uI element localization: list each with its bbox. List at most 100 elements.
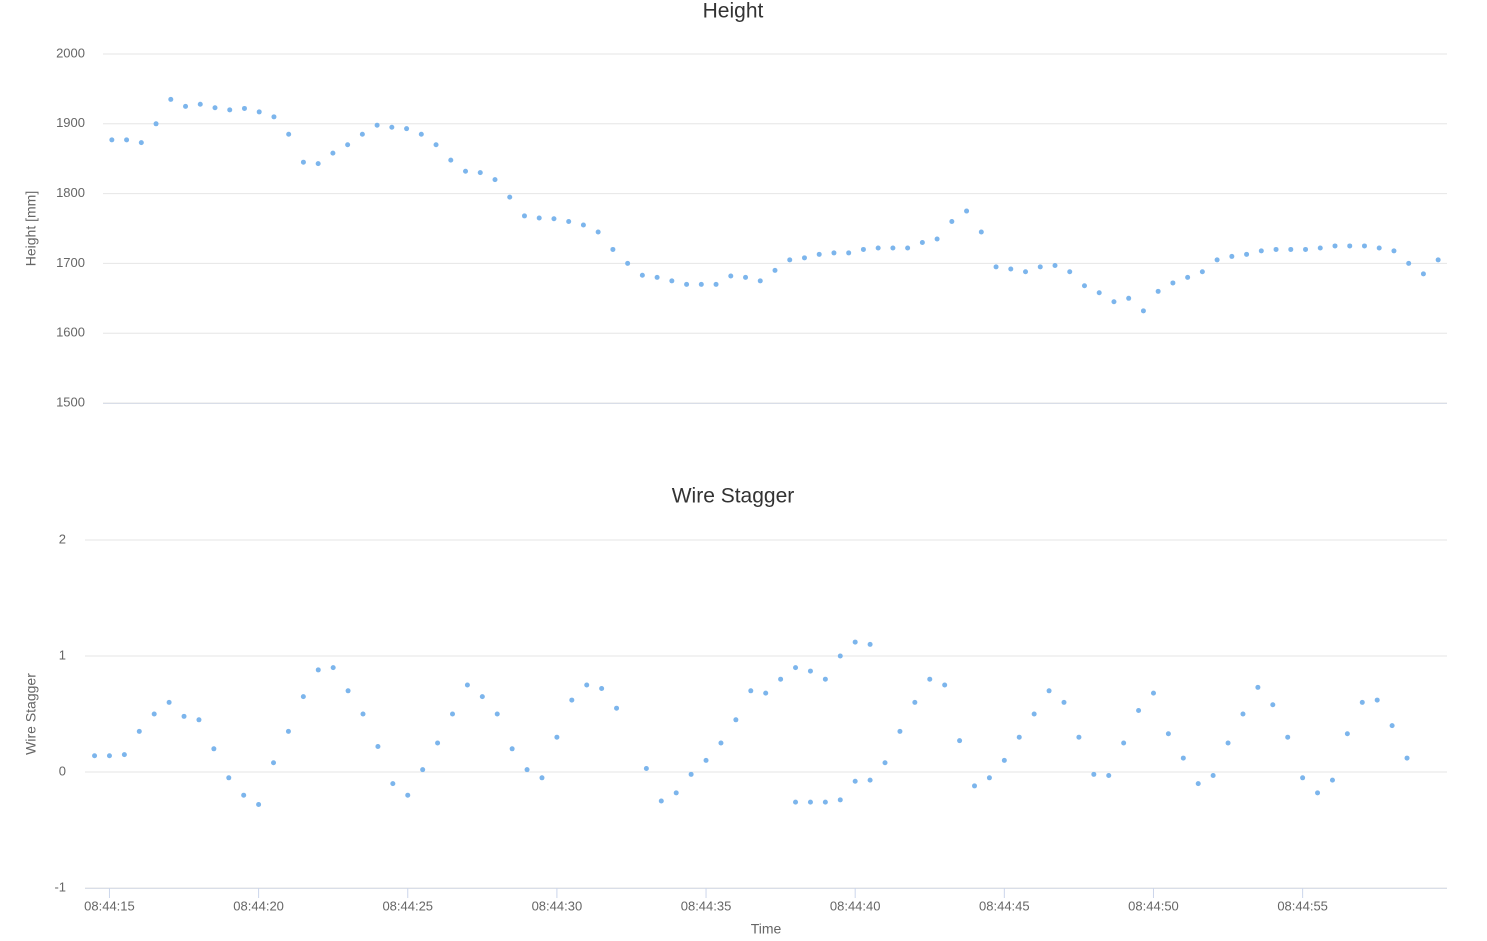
point (1081, 283, 1087, 289)
chart-title: Height (703, 0, 764, 23)
point (1106, 772, 1112, 778)
point (897, 728, 903, 734)
point (787, 257, 793, 263)
point (1037, 264, 1043, 270)
point (1273, 246, 1279, 252)
point (315, 161, 321, 167)
point (271, 760, 277, 766)
x-tick-label: 08:44:15 (84, 898, 135, 913)
point (1185, 274, 1191, 280)
y-axis-title: Height [mm] (23, 191, 39, 266)
point (551, 216, 557, 222)
point (92, 753, 98, 759)
y-tick-label: -1 (54, 879, 66, 894)
point (688, 771, 694, 777)
point (136, 728, 142, 734)
point (479, 694, 485, 700)
point (227, 107, 233, 113)
point (1052, 262, 1058, 268)
point (793, 665, 799, 671)
point (1016, 734, 1022, 740)
point (1285, 734, 1291, 740)
point (211, 746, 217, 752)
point (772, 267, 778, 273)
point (1199, 269, 1205, 275)
point (345, 142, 351, 148)
point (1140, 308, 1146, 314)
point (1361, 243, 1367, 249)
point (374, 122, 380, 128)
point (1332, 243, 1338, 249)
point (1303, 246, 1309, 252)
point (919, 239, 925, 245)
point (1376, 245, 1382, 251)
point (404, 126, 410, 132)
point (121, 752, 127, 758)
point (703, 757, 709, 763)
point (1111, 299, 1117, 305)
point (1180, 755, 1186, 761)
point (1126, 295, 1132, 301)
point (390, 781, 396, 787)
point (867, 641, 873, 647)
point (1406, 260, 1412, 266)
point (610, 246, 616, 252)
point (748, 688, 754, 694)
point (449, 711, 455, 717)
point (524, 767, 530, 773)
point (912, 699, 918, 705)
y-tick-label: 0 (59, 763, 66, 778)
point (151, 711, 157, 717)
point (599, 685, 605, 691)
point (1195, 781, 1201, 787)
y-tick-label: 2000 (56, 45, 85, 60)
point (375, 743, 381, 749)
y-tick-label: 2 (59, 531, 66, 546)
point (1210, 772, 1216, 778)
point (330, 665, 336, 671)
point (1288, 246, 1294, 252)
point (448, 157, 454, 163)
point (1344, 731, 1350, 737)
point (942, 682, 948, 688)
point (757, 278, 763, 284)
point (728, 273, 734, 279)
point (1121, 740, 1127, 746)
y-tick-label: 1700 (56, 255, 85, 270)
point (241, 105, 247, 111)
point (1347, 243, 1353, 249)
point (521, 213, 527, 219)
point (1031, 711, 1037, 717)
point (1359, 699, 1365, 705)
point (837, 653, 843, 659)
point (389, 124, 395, 130)
point (1404, 755, 1410, 761)
point (1061, 699, 1067, 705)
point (300, 694, 306, 700)
point (875, 245, 881, 251)
point (1136, 708, 1142, 714)
point (477, 170, 483, 176)
point (1150, 690, 1156, 696)
x-tick-label: 08:44:35 (681, 898, 732, 913)
point (1076, 734, 1082, 740)
point (957, 738, 963, 744)
point (986, 775, 992, 781)
point (566, 219, 572, 225)
point (1214, 257, 1220, 263)
x-axis-title: Time (751, 921, 782, 937)
point (300, 159, 306, 165)
point (153, 121, 159, 127)
point (106, 753, 112, 759)
point (285, 728, 291, 734)
point (934, 236, 940, 242)
point (464, 682, 470, 688)
point (1096, 290, 1102, 296)
point (584, 682, 590, 688)
y-tick-label: 1500 (56, 394, 85, 409)
point (625, 260, 631, 266)
point (993, 264, 999, 270)
point (536, 215, 542, 221)
point (669, 278, 675, 284)
